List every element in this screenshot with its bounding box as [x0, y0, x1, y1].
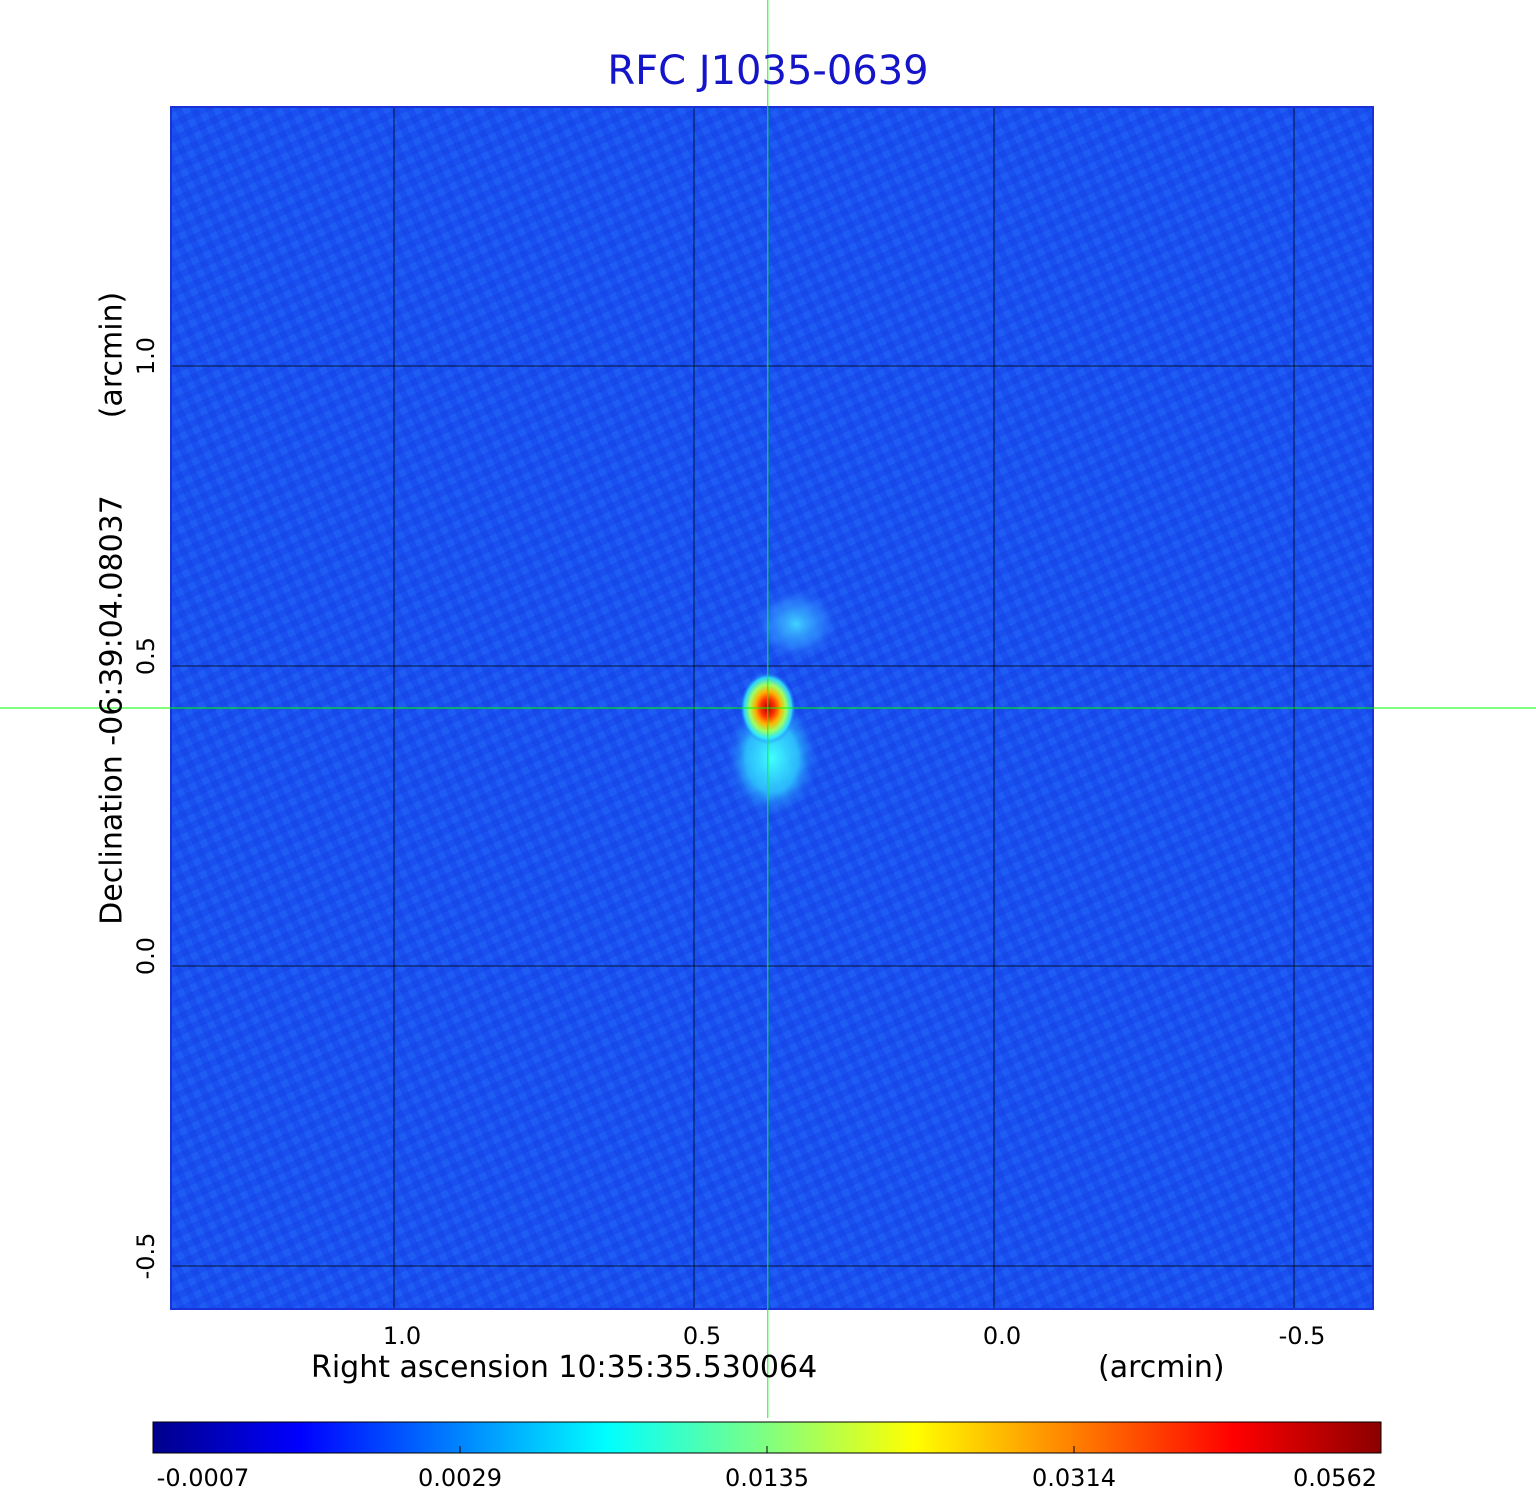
- x-axis-unit: (arcmin): [1098, 1350, 1225, 1385]
- source-faint-blob: [751, 586, 841, 662]
- x-tick-label: 0.5: [682, 1322, 722, 1350]
- y-tick-label: 0.0: [132, 936, 160, 976]
- crosshair: [0, 0, 1536, 1418]
- x-tick-label: -0.5: [1278, 1322, 1326, 1350]
- colorbar-tick-label: 0.0029: [418, 1464, 502, 1492]
- x-tick-label: 0.0: [982, 1322, 1022, 1350]
- y-tick-label: 1.0: [132, 336, 160, 376]
- colorbar-tick-label: 0.0135: [725, 1464, 809, 1492]
- y-axis-label: Declination -06:39:04.08037: [94, 495, 130, 925]
- y-tick-label: 0.5: [132, 636, 160, 676]
- y-axis-unit: (arcmin): [94, 291, 130, 419]
- x-axis-label: Right ascension 10:35:35.530064: [311, 1350, 818, 1385]
- sources-layer: [724, 586, 841, 820]
- chart-title: RFC J1035-0639: [607, 48, 929, 94]
- colorbar-tick-label: -0.0007: [156, 1464, 250, 1492]
- colorbar-tick-label: 0.0562: [1293, 1464, 1377, 1492]
- x-tick-label: 1.0: [382, 1322, 422, 1350]
- y-tick-label: -0.5: [132, 1232, 160, 1280]
- colorbar-tick-label: 0.0314: [1032, 1464, 1116, 1492]
- colorbar-ticks: [152, 1446, 1382, 1453]
